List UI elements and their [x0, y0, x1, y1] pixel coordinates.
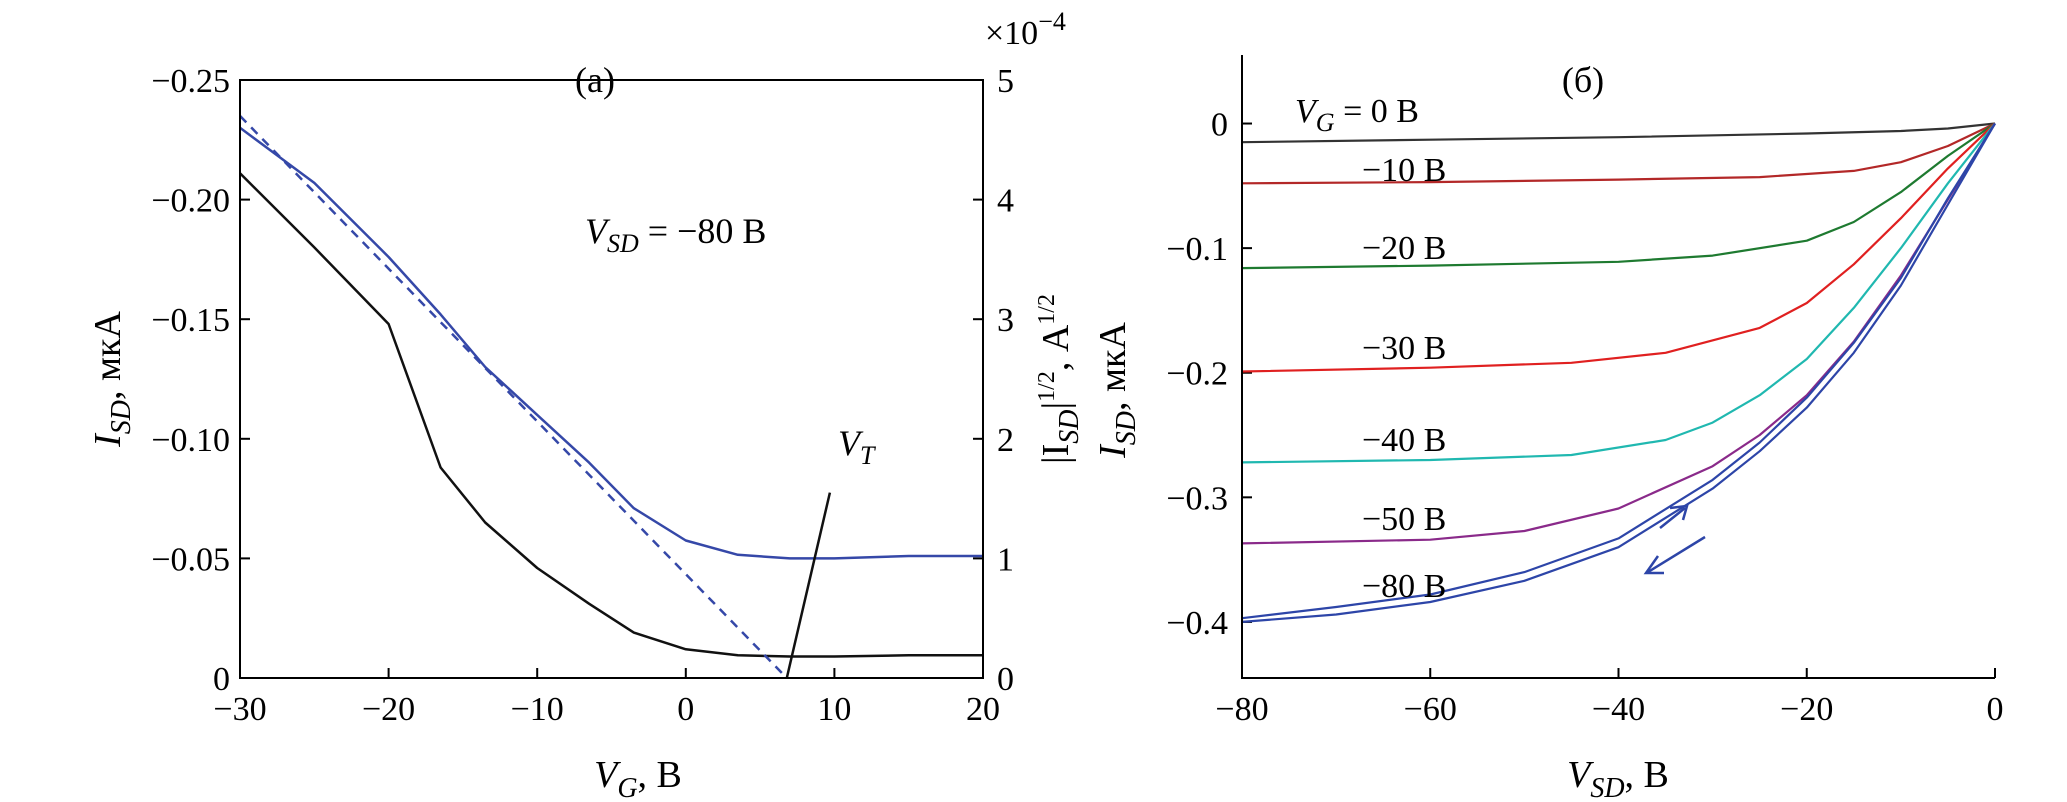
- a-y2tick-label: 2: [997, 422, 1014, 459]
- annotation-rest: = −80 В: [639, 211, 767, 251]
- a-ytick-label: −0.05: [151, 541, 230, 578]
- sweep-arrow-reverse: [1643, 535, 1706, 575]
- a-ylabel-sub: SD: [106, 400, 137, 434]
- a-y2tick-label: 1: [997, 541, 1014, 578]
- b-series-line-1: [1241, 122, 1996, 185]
- b-ytick-label: 0: [1211, 107, 1228, 144]
- a-y2label-sup1: 1/2: [1034, 371, 1060, 402]
- panel-a-annotation: VSD = −80 В: [585, 211, 766, 258]
- a-ytick-label: −0.10: [151, 422, 230, 459]
- panel-b-chart: −80 −60 −40 −20 00−0.1−0.2−0.3−0.4 (б) VG = …: [1092, 55, 2004, 802]
- b-series-line-5: [1241, 122, 1996, 545]
- b-series-line-2: [1241, 122, 1996, 270]
- panel-a-series: [239, 115, 983, 679]
- panel-a-y2-label: |ISD|1/2, А1/2: [1034, 294, 1085, 464]
- threshold-label: VT: [838, 423, 876, 470]
- panel-a-ticks: −30 −20 −10 0 10 200−0.05−0.10−0.15−0.20−0.25…: [151, 63, 1014, 728]
- curve-label-m30: −30 В: [1362, 330, 1446, 367]
- panel-b-series: [1241, 122, 1996, 623]
- a-y2label-unit: , А: [1035, 324, 1077, 371]
- a-series-line-3: [785, 492, 832, 679]
- curve-label-m10: −10 В: [1362, 152, 1446, 189]
- a-y2tick-label: 3: [997, 302, 1014, 339]
- a-xtick-label: 20: [966, 691, 1000, 728]
- curve-label-m50: −50 В: [1362, 501, 1446, 538]
- panel-b-label: (б): [1562, 60, 1604, 100]
- panel-a-x-label: VG, В: [594, 754, 682, 802]
- b-series-line-0: [1241, 122, 1996, 144]
- vg-label-sub: G: [1316, 108, 1335, 137]
- b-xtick-label: −20: [1780, 691, 1833, 728]
- a-xlabel-unit: , В: [638, 754, 682, 796]
- b-xtick-label: −80: [1215, 691, 1268, 728]
- panel-b-x-label: VSD, В: [1567, 754, 1669, 802]
- curve-label-m80: −80 В: [1362, 568, 1446, 605]
- y2-multiplier-base: ×10: [985, 15, 1038, 52]
- annotation-sub: SD: [607, 229, 639, 258]
- a-xtick-label: −30: [213, 691, 266, 728]
- a-y2label-sub: SD: [1054, 409, 1085, 443]
- b-xlabel-sub: SD: [1590, 773, 1624, 802]
- y2-multiplier-exp: −4: [1038, 7, 1066, 36]
- threshold-sub: T: [860, 441, 876, 470]
- a-y2label-open: |I: [1035, 444, 1077, 464]
- a-y2label-close: |: [1035, 402, 1077, 410]
- curve-label-m40: −40 В: [1362, 422, 1446, 459]
- panel-b-y-label: ISD, мкА: [1092, 322, 1142, 459]
- sweep-arrow-forward: [1659, 504, 1689, 529]
- panel-a-y-label: ISD, мкА: [87, 311, 137, 448]
- a-xtick-label: −10: [511, 691, 564, 728]
- y2-multiplier: ×10−4: [985, 7, 1066, 52]
- a-series-line-0: [239, 172, 983, 658]
- b-ytick-label: −0.4: [1166, 605, 1228, 642]
- threshold-main: V: [838, 423, 864, 463]
- a-ytick-label: 0: [213, 661, 230, 698]
- annotation-main: V: [585, 211, 611, 251]
- b-ytick-label: −0.3: [1166, 480, 1228, 517]
- a-ytick-label: −0.25: [151, 63, 230, 100]
- b-series-line-4: [1241, 122, 1996, 464]
- b-series-line-7: [1241, 122, 1996, 620]
- b-xtick-label: 0: [1987, 691, 2004, 728]
- b-ylabel-sub: SD: [1111, 411, 1142, 445]
- a-xtick-label: 10: [817, 691, 851, 728]
- a-ylabel-unit: , мкА: [87, 311, 129, 401]
- panel-b-frame: [1241, 55, 1995, 679]
- panel-a-chart: −30 −20 −10 0 10 200−0.05−0.10−0.15−0.20−0.25…: [87, 7, 1085, 802]
- a-y2tick-label: 4: [997, 183, 1014, 220]
- a-y2label-sup2: 1/2: [1034, 294, 1060, 325]
- a-series-line-1: [239, 126, 983, 560]
- a-xlabel-main: V: [594, 754, 621, 796]
- b-series-line-6: [1241, 122, 1996, 623]
- vg-label-rest: = 0 В: [1335, 93, 1419, 130]
- panel-a-label: (a): [575, 60, 615, 100]
- b-xlabel-main: V: [1567, 754, 1594, 796]
- b-series-line-3: [1241, 122, 1996, 373]
- b-ylabel-unit: , мкА: [1092, 322, 1134, 412]
- a-ytick-label: −0.20: [151, 183, 230, 220]
- panel-b-ticks: −80 −60 −40 −20 0 0 −0.1 −0.2 −0.3 −0.4: [1166, 107, 2003, 728]
- panel-a-frame: [239, 79, 984, 679]
- a-xtick-label: 0: [677, 691, 694, 728]
- a-ytick-label: −0.15: [151, 302, 230, 339]
- a-xlabel-sub: G: [617, 773, 637, 802]
- b-xtick-label: −60: [1404, 691, 1457, 728]
- b-ytick-label: −0.1: [1166, 231, 1228, 268]
- b-ytick-label: −0.2: [1166, 356, 1228, 393]
- vg-label: VG = 0 В: [1295, 93, 1419, 137]
- a-series-line-2: [239, 115, 788, 679]
- curve-label-m20: −20 В: [1362, 230, 1446, 267]
- a-y2tick-label: 5: [997, 63, 1014, 100]
- a-ylabel-main: I: [87, 432, 129, 448]
- a-y2tick-label: 0: [997, 661, 1014, 698]
- b-xlabel-unit: , В: [1625, 754, 1669, 796]
- b-ylabel-main: I: [1092, 443, 1134, 459]
- a-xtick-label: −20: [362, 691, 415, 728]
- b-xtick-label: −40: [1592, 691, 1645, 728]
